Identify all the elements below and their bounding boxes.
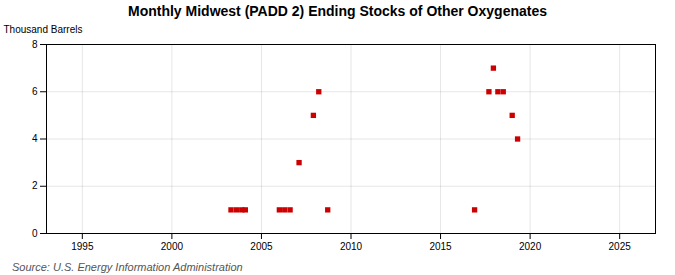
svg-text:4: 4	[32, 133, 38, 144]
svg-text:0: 0	[32, 228, 38, 239]
html-text:Monthly Midwest (PADD 2) Endin: Monthly Midwest (PADD 2) Ending Stocks o…	[128, 3, 547, 19]
svg-text:2015: 2015	[429, 241, 452, 252]
svg-text:6: 6	[32, 86, 38, 97]
svg-text:2005: 2005	[250, 241, 273, 252]
html-text:Source: U.S. Energy Informatio: Source: U.S. Energy Information Administ…	[12, 261, 243, 273]
svg-text:2020: 2020	[519, 241, 542, 252]
svg-text:Thousand Barrels: Thousand Barrels	[4, 24, 83, 35]
svg-text:2: 2	[32, 180, 38, 191]
svg-text:8: 8	[32, 39, 38, 50]
svg-text:2025: 2025	[609, 241, 632, 252]
svg-text:2000: 2000	[161, 241, 184, 252]
svg-text:2010: 2010	[340, 241, 363, 252]
svg-text:1995: 1995	[71, 241, 94, 252]
